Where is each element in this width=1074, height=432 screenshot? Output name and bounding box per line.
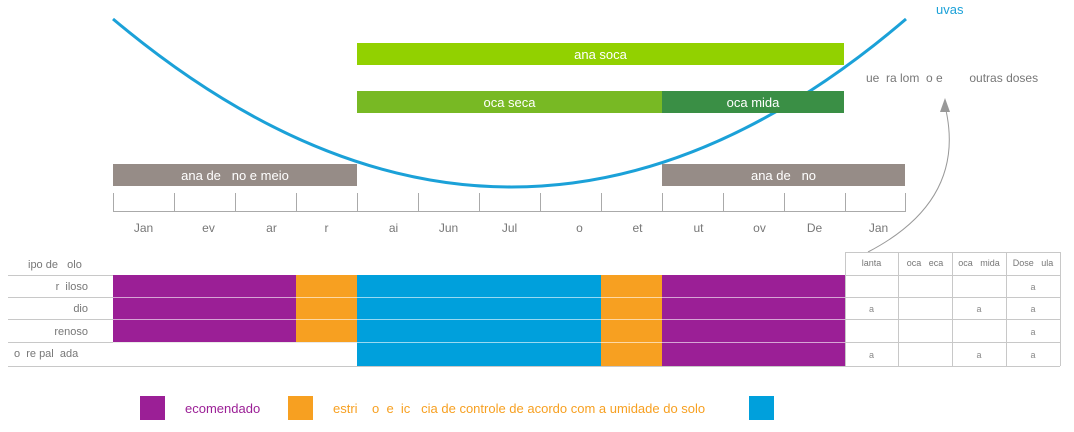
soil-row-label: renoso <box>54 326 88 338</box>
tick <box>540 193 541 212</box>
annotation-arrow <box>867 105 950 253</box>
bar-left-gray: ana de no e meio <box>113 164 357 186</box>
month-label: Jan <box>133 221 154 235</box>
side-note: ue ra lom o e outras doses <box>866 71 1039 85</box>
bar-oca-mida: oca mida <box>662 91 844 113</box>
legend-swatch-recommended <box>140 396 165 420</box>
tick <box>601 193 602 212</box>
month-label: ai <box>388 221 399 235</box>
segment-restriction <box>296 275 357 342</box>
tick <box>174 193 175 212</box>
table-cell: a <box>1030 304 1036 314</box>
legend-label-recommended: ecomendado <box>185 401 261 416</box>
month-label: De <box>806 221 823 235</box>
table-cell: a <box>976 350 982 360</box>
tick <box>905 193 906 212</box>
tick <box>845 193 846 212</box>
table-header: Dose ula <box>1012 258 1054 268</box>
table-header: oca mida <box>958 258 1000 268</box>
month-axis-line <box>113 211 905 212</box>
tick <box>784 193 785 212</box>
month-label: ar <box>266 221 277 235</box>
month-label: ut <box>693 221 704 235</box>
tick <box>357 193 358 212</box>
table-vline <box>1006 252 1007 366</box>
tick <box>723 193 724 212</box>
segment-blue <box>357 275 601 366</box>
table-vline <box>952 252 953 366</box>
tick <box>662 193 663 212</box>
curve-label: uvas <box>936 2 964 17</box>
soil-row-label: dio <box>73 303 88 315</box>
month-label: ov <box>753 221 766 235</box>
month-label: Jan <box>868 221 889 235</box>
table-header: lanta <box>861 258 882 268</box>
row-gap <box>113 297 845 298</box>
soil-header: ipo de olo <box>28 259 82 271</box>
table-top-line <box>845 252 1060 253</box>
month-label: Jul <box>501 221 518 235</box>
tick <box>113 193 114 212</box>
month-label: Jun <box>438 221 459 235</box>
row-divider <box>8 366 1060 367</box>
annotation-arrow-head <box>940 98 950 112</box>
month-label: ev <box>202 221 215 235</box>
table-cell: a <box>868 350 874 360</box>
legend-swatch-restriction <box>288 396 313 420</box>
bar-right-gray: ana de no <box>662 164 905 186</box>
month-label: et <box>632 221 643 235</box>
tick <box>296 193 297 212</box>
table-cell: a <box>1030 327 1036 337</box>
month-label: r <box>324 221 329 235</box>
legend-swatch-blue <box>749 396 774 420</box>
table-vline <box>845 252 846 366</box>
bar-oca-seca: oca seca <box>357 91 662 113</box>
table-vline <box>1060 252 1061 366</box>
table-header: oca eca <box>906 258 944 268</box>
month-label: o <box>576 221 583 235</box>
row-gap <box>113 342 845 343</box>
segment-restriction <box>601 275 662 366</box>
tick <box>418 193 419 212</box>
table-cell: a <box>1030 350 1036 360</box>
legend-label-restriction: estri o e ic cia de controle de acordo c… <box>333 401 706 416</box>
tick <box>479 193 480 212</box>
table-cell: a <box>868 304 874 314</box>
tick <box>235 193 236 212</box>
table-vline <box>898 252 899 366</box>
soil-row-label: r iloso <box>55 281 88 293</box>
segment-recommended <box>662 275 845 366</box>
table-cell: a <box>976 304 982 314</box>
bar-ana-soca: ana soca <box>357 43 844 65</box>
table-cell: a <box>1030 282 1036 292</box>
soil-row-label: o re pal ada <box>14 348 79 360</box>
segment-recommended <box>113 275 296 342</box>
row-gap <box>113 319 845 320</box>
